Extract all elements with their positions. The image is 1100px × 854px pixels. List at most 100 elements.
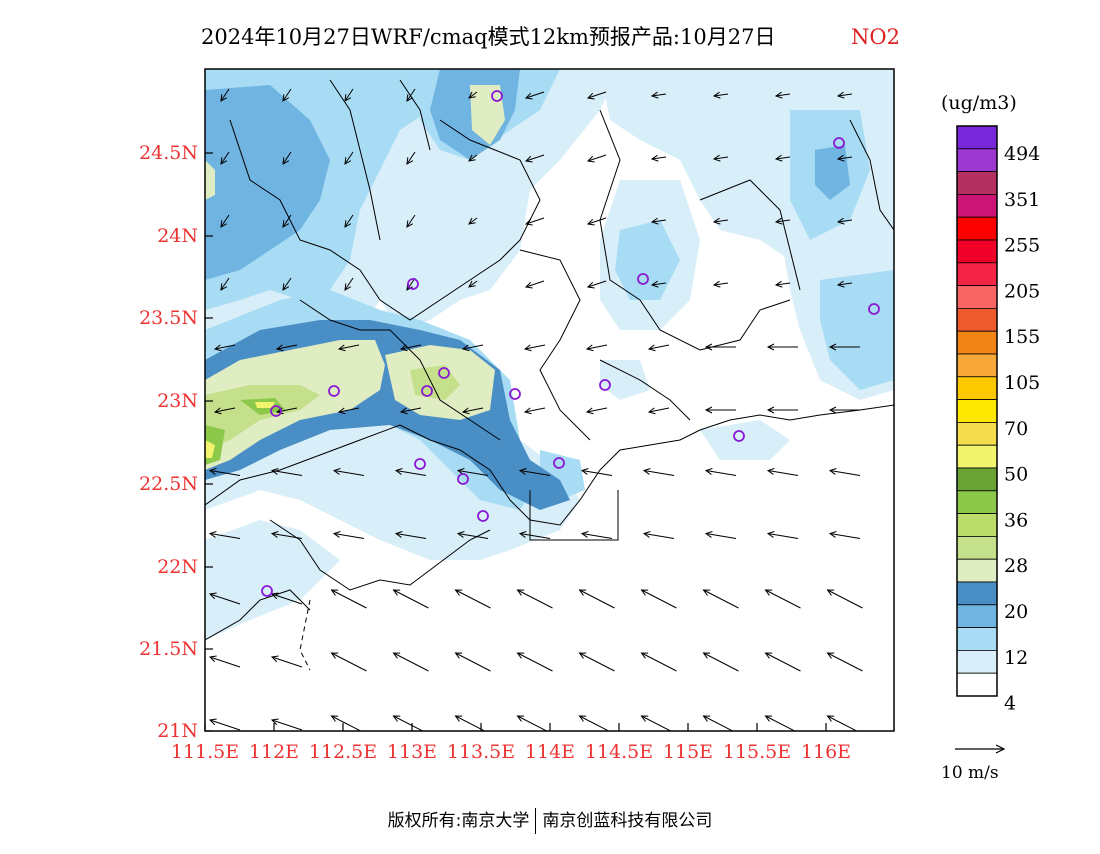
wind-arrow: [220, 151, 230, 165]
legend-value-label: 205: [1004, 280, 1040, 302]
wind-arrow: [828, 468, 861, 476]
wind-arrow: [828, 343, 860, 351]
wind-vectors: [208, 88, 863, 731]
legend-swatch: [956, 216, 998, 241]
wind-arrow: [523, 407, 546, 415]
legend-swatch: [956, 513, 998, 537]
legend-swatch: [956, 444, 998, 469]
wind-arrow: [282, 277, 292, 291]
wind-arrow: [394, 531, 427, 539]
latitude-labels: 24.5N 24N 23.5N 23N 22.5N 22N 21.5N 21N: [139, 142, 198, 742]
wind-arrow: [836, 154, 853, 162]
wind-arrow: [586, 217, 607, 226]
station-marker: [733, 430, 745, 442]
lon-tick-label: 115.5E: [723, 741, 791, 763]
wind-arrow: [454, 715, 486, 731]
lat-tick-label: 23.5N: [139, 307, 198, 329]
wind-arrow: [523, 344, 546, 352]
wind-arrow: [282, 88, 292, 102]
wind-arrow: [640, 715, 672, 731]
legend-swatch: [956, 353, 998, 378]
wind-arrow: [394, 468, 427, 476]
wind-arrow: [516, 715, 548, 731]
legend-value-label: 70: [1004, 418, 1028, 440]
station-marker: [438, 367, 450, 379]
wind-arrow: [392, 589, 429, 609]
wind-arrow: [766, 468, 799, 476]
lat-tick-label: 23N: [157, 390, 198, 412]
station-marker: [868, 303, 880, 315]
wind-arrow: [704, 531, 737, 539]
wind-arrow: [828, 531, 861, 539]
wind-scale-label: 10 m/s: [941, 763, 999, 783]
legend-value-label: 105: [1004, 372, 1040, 394]
wind-arrow: [208, 592, 241, 605]
wind-arrow: [826, 715, 858, 731]
footer-separator: [535, 808, 537, 834]
wind-arrow: [764, 715, 796, 731]
wind-arrow: [836, 91, 853, 99]
wind-arrow: [774, 280, 791, 288]
color-legend: (ug/m3) 4943512552051551057050362820124 …: [941, 92, 1040, 783]
legend-value-label: 20: [1004, 601, 1028, 623]
wind-arrow: [702, 715, 734, 731]
station-markers: [261, 90, 880, 597]
lat-tick-label: 21N: [157, 720, 198, 742]
wind-arrow: [580, 468, 613, 476]
wind-arrow: [704, 343, 736, 351]
wind-arrow: [213, 407, 236, 415]
wind-arrow: [344, 151, 354, 165]
legend-value-label: 494: [1004, 143, 1040, 165]
wind-arrow: [640, 652, 677, 672]
lon-tick-label: 114E: [525, 741, 575, 763]
legend-swatch: [956, 330, 998, 355]
legend-swatch: [956, 285, 998, 309]
station-marker: [421, 385, 433, 397]
legend-swatch: [956, 193, 998, 218]
lat-tick-label: 22N: [157, 556, 198, 578]
wind-arrow: [406, 88, 416, 102]
wind-arrow: [454, 652, 491, 672]
station-marker: [270, 405, 282, 417]
wind-arrow: [586, 91, 607, 100]
wind-arrow: [220, 277, 230, 291]
wind-arrow: [270, 655, 303, 668]
wind-arrow: [330, 589, 367, 609]
wind-arrow: [468, 280, 478, 288]
wind-arrow: [774, 154, 791, 162]
wind-arrow: [344, 214, 354, 228]
wind-arrow: [650, 217, 667, 225]
lon-tick-label: 113E: [387, 741, 437, 763]
legend-swatch: [956, 467, 998, 492]
wind-arrow: [524, 154, 545, 163]
wind-arrow: [330, 652, 367, 672]
legend-value-label: 36: [1004, 509, 1028, 531]
wind-arrow: [650, 280, 667, 288]
wind-arrow: [647, 407, 670, 415]
legend-swatch: [956, 148, 998, 173]
legend-swatch: [956, 650, 998, 674]
wind-arrow: [220, 88, 230, 102]
wind-arrow: [518, 531, 551, 539]
station-marker: [414, 458, 426, 470]
wind-arrow: [766, 343, 798, 351]
wind-arrow: [524, 91, 545, 100]
wind-arrow: [836, 217, 853, 225]
wind-arrow: [468, 217, 478, 225]
legend-swatch: [956, 627, 998, 651]
station-marker: [261, 585, 273, 597]
wind-arrow: [585, 344, 608, 352]
wind-arrow: [332, 468, 365, 476]
wind-arrow: [213, 344, 236, 352]
wind-arrow: [220, 214, 230, 228]
lon-tick-label: 114.5E: [585, 741, 653, 763]
wind-arrow: [208, 655, 241, 668]
legend-unit: (ug/m3): [941, 92, 1017, 114]
wind-arrow: [516, 589, 553, 609]
legend-swatch: [956, 376, 998, 400]
lon-tick-label: 115E: [663, 741, 713, 763]
legend-value-label: 50: [1004, 464, 1028, 486]
wind-arrow: [578, 589, 615, 609]
legend-swatch: [956, 262, 998, 286]
